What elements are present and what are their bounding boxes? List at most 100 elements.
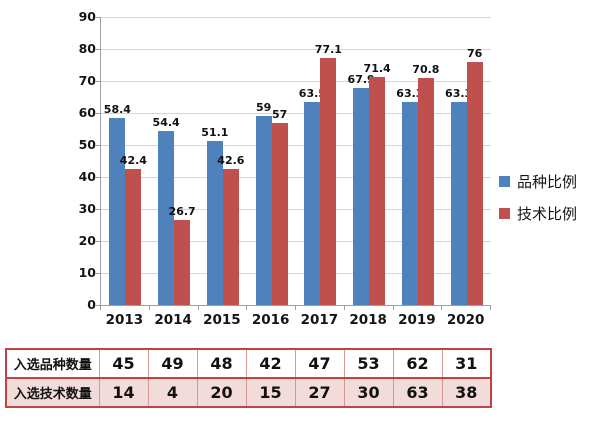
x-axis-category-label: 2019 — [398, 312, 436, 328]
table-cell: 4 — [147, 377, 198, 408]
x-axis-tick — [490, 306, 491, 310]
y-axis-tick-label: 70 — [78, 73, 96, 88]
bar-series-2 — [222, 169, 239, 305]
bar-series-1 — [401, 102, 418, 305]
table-row: 入选品种数量 45 49 48 42 47 53 62 31 — [5, 348, 492, 379]
data-label: 54.4 — [152, 116, 180, 129]
table-cell: 62 — [392, 348, 443, 379]
bar-series-2 — [369, 77, 386, 305]
table-cell: 48 — [196, 348, 247, 379]
data-label: 42.4 — [119, 154, 147, 167]
data-label: 63.3 — [445, 87, 473, 100]
bar-series-2 — [125, 169, 142, 305]
table-cell: 47 — [294, 348, 345, 379]
bar-series-1 — [109, 118, 126, 305]
table-cell: 42 — [245, 348, 296, 379]
data-label: 71.4 — [363, 62, 391, 75]
data-table: 入选品种数量 45 49 48 42 47 53 62 31 入选技术数量 14 4 20 15 27 30 6… — [5, 348, 492, 408]
table-cell: 30 — [343, 377, 394, 408]
y-axis-tick — [96, 209, 100, 210]
y-axis-tick-label: 50 — [78, 137, 96, 152]
gridline — [101, 81, 491, 82]
table-row-label: 入选品种数量 — [5, 348, 100, 379]
y-axis-tick — [96, 81, 100, 82]
data-label: 58.4 — [103, 103, 131, 116]
y-axis-tick — [96, 241, 100, 242]
y-axis-tick-label: 20 — [78, 233, 96, 248]
x-axis-category-label: 2013 — [105, 312, 144, 328]
y-axis-tick — [96, 273, 100, 274]
gridline — [101, 17, 491, 18]
x-axis-category-label: 2014 — [154, 312, 192, 328]
table-cell: 45 — [98, 348, 149, 379]
y-axis-tick — [96, 145, 100, 146]
bar-series-2 — [271, 123, 288, 305]
x-axis-category-label: 2015 — [203, 312, 241, 328]
table-cell: 31 — [441, 348, 492, 379]
plot-area: 58.4 42.4 54.4 26.7 51.1 42.6 59 57 63.5 77.1 67.9… — [100, 17, 491, 306]
data-label: 67.9 — [347, 73, 375, 86]
x-axis-tick — [392, 306, 394, 310]
x-axis-tick — [441, 306, 443, 310]
x-axis-category-label: 2016 — [251, 312, 290, 328]
x-axis-category-label: 2018 — [349, 312, 387, 328]
bar-series-1 — [255, 116, 272, 305]
bar-series-2 — [417, 78, 434, 305]
data-label: 59 — [255, 101, 272, 114]
y-axis-tick-label: 40 — [78, 169, 96, 184]
bar-series-1 — [158, 131, 175, 305]
gridline — [101, 113, 491, 114]
x-axis-tick — [246, 306, 248, 310]
table-cell: 49 — [147, 348, 198, 379]
x-axis-tick — [197, 306, 199, 310]
table-cell: 38 — [441, 377, 492, 408]
summary-table: 入选品种数量 45 49 48 42 47 53 62 31 入选技术数量 14 4 20 15 27 30 6… — [5, 348, 492, 408]
data-label: 51.1 — [201, 126, 229, 139]
legend-entry: 品种比例 — [499, 171, 577, 192]
table-cell: 15 — [245, 377, 296, 408]
legend-swatch-series-1-icon — [499, 176, 510, 187]
y-axis-tick — [96, 177, 100, 178]
y-axis-tick-label: 10 — [78, 265, 96, 280]
y-axis-tick-label: 30 — [78, 201, 96, 216]
y-axis-tick — [96, 49, 100, 50]
bar-series-1 — [353, 88, 370, 305]
data-label: 63.3 — [396, 87, 424, 100]
x-axis-category-label: 2017 — [300, 312, 339, 328]
legend-label: 品种比例 — [517, 173, 578, 191]
bar-series-2 — [320, 58, 337, 305]
data-label: 70.8 — [412, 63, 440, 76]
table-row-label: 入选技术数量 — [5, 377, 100, 408]
data-label: 77.1 — [314, 43, 342, 56]
x-axis-tick — [148, 306, 150, 310]
legend-label: 技术比例 — [517, 205, 578, 223]
data-label: 57 — [271, 108, 288, 121]
gridline — [101, 145, 491, 146]
table-cell: 14 — [98, 377, 149, 408]
gridline — [101, 273, 491, 274]
bar-series-1 — [304, 102, 321, 305]
gridline — [101, 241, 491, 242]
y-axis-tick-label: 0 — [87, 297, 96, 312]
bar-series-2 — [174, 220, 191, 305]
gridline — [101, 209, 491, 210]
gridline — [101, 49, 491, 50]
legend-swatch-series-2-icon — [499, 208, 510, 219]
table-row: 入选技术数量 14 4 20 15 27 30 63 38 — [5, 377, 492, 408]
data-label: 63.5 — [298, 87, 326, 100]
y-axis-tick — [96, 113, 100, 114]
table-cell: 53 — [343, 348, 394, 379]
data-label: 76 — [466, 47, 483, 60]
bar-series-1 — [206, 141, 223, 305]
y-axis-tick-label: 80 — [78, 41, 96, 56]
y-axis-tick-label: 60 — [78, 105, 96, 120]
x-axis-tick — [295, 306, 296, 310]
bar-series-2 — [466, 62, 483, 305]
table-cell: 20 — [196, 377, 247, 408]
legend: 品种比例 技术比例 — [499, 171, 577, 235]
y-axis-tick — [96, 305, 100, 306]
table-cell: 27 — [294, 377, 345, 408]
data-label: 26.7 — [168, 205, 196, 218]
legend-entry: 技术比例 — [499, 203, 577, 224]
